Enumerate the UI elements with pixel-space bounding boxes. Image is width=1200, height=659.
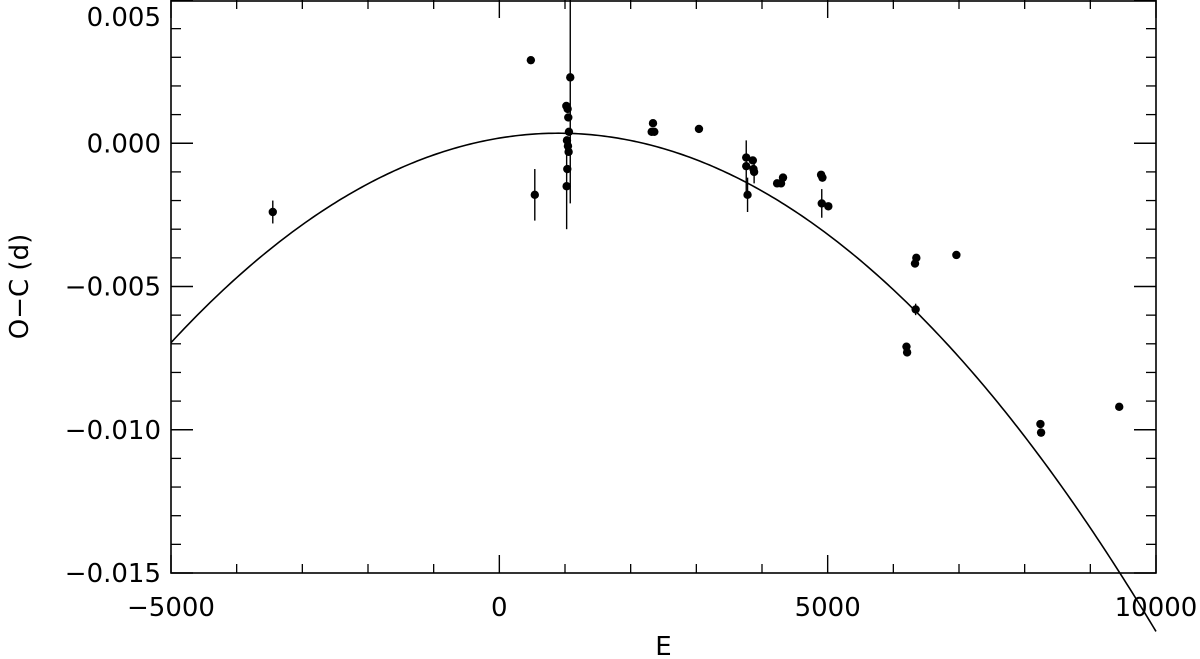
data-point xyxy=(902,348,912,357)
data-point xyxy=(1115,402,1124,412)
x-tick-label: 10000 xyxy=(1115,593,1198,623)
data-point xyxy=(952,250,961,260)
y-axis-title: O−C (d) xyxy=(5,234,35,339)
major-ticks xyxy=(170,0,1157,574)
data-point xyxy=(1036,428,1046,437)
data-point xyxy=(748,156,758,165)
data-point xyxy=(817,199,826,208)
minor-ticks xyxy=(171,0,1156,573)
data-point xyxy=(566,73,575,82)
x-tick-labels: −5000 0 5000 10000 xyxy=(127,593,1197,623)
x-tick-label: 5000 xyxy=(795,593,861,623)
data-point xyxy=(563,164,572,174)
data-point xyxy=(530,190,539,200)
data-point xyxy=(818,173,827,182)
data-point xyxy=(824,202,833,211)
data-point xyxy=(742,153,751,162)
y-tick-label: −0.005 xyxy=(65,273,161,303)
y-tick-label: −0.015 xyxy=(65,559,161,589)
data-point xyxy=(564,113,573,122)
data-point xyxy=(563,104,572,114)
fit-curve xyxy=(170,132,1157,632)
y-tick-label: −0.010 xyxy=(65,416,161,446)
data-point xyxy=(911,305,920,314)
y-tick-label: 0.005 xyxy=(87,3,161,33)
x-axis-title: E xyxy=(655,632,671,659)
x-tick-label: 0 xyxy=(491,593,508,623)
plot-frame xyxy=(170,0,1157,574)
y-tick-labels: 0.005 0.000 −0.005 −0.010 −0.015 xyxy=(65,3,161,589)
data-points xyxy=(268,55,1124,437)
y-tick-label: 0.000 xyxy=(87,129,161,159)
data-point xyxy=(648,118,658,128)
data-point xyxy=(564,127,574,136)
data-point xyxy=(778,173,788,182)
data-point xyxy=(1036,419,1045,429)
data-point xyxy=(742,161,751,171)
data-point xyxy=(564,147,573,157)
x-tick-label: −5000 xyxy=(127,593,215,623)
data-point xyxy=(694,124,704,134)
data-point xyxy=(526,55,536,65)
error-bars xyxy=(272,0,1120,436)
data-point xyxy=(562,182,571,191)
data-point xyxy=(743,190,752,200)
data-point xyxy=(650,127,659,136)
data-point xyxy=(912,253,921,263)
data-point xyxy=(268,207,277,217)
data-point xyxy=(749,167,759,177)
